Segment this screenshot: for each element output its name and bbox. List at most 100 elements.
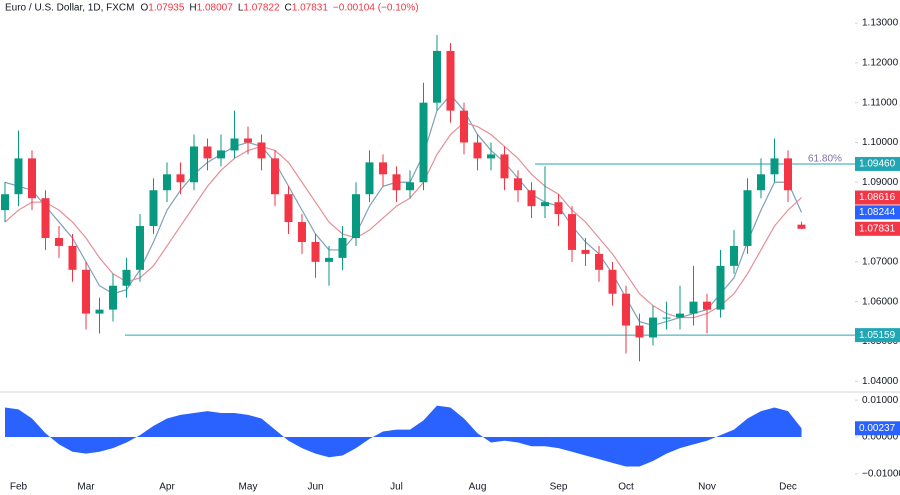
candle-body bbox=[581, 249, 590, 254]
y-tick-label: 1.11000 bbox=[862, 97, 898, 108]
x-tick-label: Jun bbox=[307, 482, 323, 493]
candle-body bbox=[109, 285, 117, 310]
candle-body bbox=[703, 301, 711, 310]
ohlc-prefix: C bbox=[285, 3, 292, 14]
x-tick-label: Jul bbox=[390, 482, 403, 493]
candle-body bbox=[689, 301, 698, 314]
symbol-title: Euro / U.S. Dollar, 1D, FXCM bbox=[5, 3, 134, 14]
price-tag-label: 1.05159 bbox=[859, 330, 896, 341]
y-tick-label: 1.09000 bbox=[862, 177, 899, 188]
osc-tick-label: 0.00000 bbox=[862, 432, 899, 443]
ohlc-value: 1.07935 bbox=[148, 3, 185, 14]
candle-body bbox=[203, 146, 212, 159]
candle-body bbox=[743, 190, 752, 246]
price-tag-label: 1.08244 bbox=[859, 207, 896, 218]
candle-body bbox=[14, 158, 23, 195]
osc-tick-label: −0.01000 bbox=[862, 469, 900, 480]
price-tag bbox=[855, 190, 900, 205]
candle-body bbox=[257, 142, 266, 159]
candle-body bbox=[568, 214, 576, 250]
header: Euro / U.S. Dollar, 1D, FXCM O 1.07935 H 1.… bbox=[5, 3, 419, 14]
price-tag-label: 1.08616 bbox=[859, 192, 896, 203]
candle-body bbox=[325, 257, 333, 262]
x-tick-label: Apr bbox=[159, 482, 175, 493]
candle-body bbox=[554, 202, 563, 215]
x-tick-label: Dec bbox=[779, 482, 797, 493]
x-tick-label: Nov bbox=[698, 482, 716, 493]
candle-body bbox=[635, 325, 644, 338]
price-tag bbox=[855, 156, 900, 171]
candle-body bbox=[271, 158, 279, 195]
candle-body bbox=[55, 237, 63, 246]
candle-body bbox=[622, 293, 630, 326]
candle-body bbox=[311, 241, 320, 262]
candle-body bbox=[284, 194, 293, 223]
candle-body bbox=[28, 158, 36, 199]
candle-body bbox=[352, 194, 360, 238]
candle-body bbox=[379, 162, 387, 175]
x-tick-label: Sep bbox=[550, 482, 568, 493]
x-tick-label: Mar bbox=[77, 482, 95, 493]
candle-body bbox=[230, 138, 239, 151]
candle-body bbox=[176, 174, 185, 183]
candle-body bbox=[770, 158, 779, 175]
candle-body bbox=[541, 202, 549, 207]
candle-body bbox=[365, 162, 374, 195]
ohlc-prefix: O bbox=[140, 3, 148, 14]
osc-tick-label: 0.01000 bbox=[862, 395, 899, 406]
candle-body bbox=[527, 190, 536, 207]
ohlc-value: 1.07822 bbox=[243, 3, 280, 14]
candle-body bbox=[608, 269, 617, 294]
y-tick-label: 1.10000 bbox=[862, 137, 899, 148]
candle-body bbox=[244, 138, 252, 143]
oscillator-area bbox=[5, 405, 802, 467]
candle-body bbox=[41, 198, 50, 238]
candle-body bbox=[649, 317, 657, 338]
candle-body bbox=[487, 154, 495, 159]
ohlc-value: 1.08007 bbox=[197, 3, 234, 14]
candle-body bbox=[392, 174, 401, 191]
ohlc-prefix: H bbox=[189, 3, 196, 14]
y-tick-label: 1.06000 bbox=[862, 296, 899, 307]
candle-body bbox=[716, 265, 725, 310]
moving-average bbox=[4, 121, 802, 319]
y-tick-label: 1.13000 bbox=[862, 18, 899, 29]
candle-body bbox=[662, 317, 671, 319]
candle-body bbox=[68, 245, 77, 270]
price-tag bbox=[855, 421, 900, 436]
candle-body bbox=[298, 222, 306, 242]
candle-body bbox=[82, 269, 90, 314]
candle-body bbox=[784, 158, 792, 191]
price-tag-label: 1.07831 bbox=[859, 223, 896, 234]
x-tick-label: Feb bbox=[10, 482, 28, 493]
x-tick-label: May bbox=[239, 482, 258, 493]
candle-body bbox=[149, 190, 158, 227]
candle-body bbox=[757, 174, 765, 191]
price-tag-label: 1.09460 bbox=[859, 159, 896, 170]
y-tick-label: 1.12000 bbox=[862, 58, 899, 69]
candle-body bbox=[136, 226, 144, 270]
candle-body bbox=[419, 102, 428, 183]
candle-body bbox=[338, 237, 347, 258]
candle-body bbox=[433, 50, 441, 103]
x-tick-label: Oct bbox=[618, 482, 634, 493]
candle-body bbox=[460, 110, 468, 143]
price-tag bbox=[855, 328, 900, 343]
ohlc-value: 1.07831 bbox=[292, 3, 329, 14]
price-tag bbox=[855, 221, 900, 236]
y-tick-label: 1.07000 bbox=[862, 257, 899, 268]
candle-body bbox=[190, 146, 198, 183]
level-text: 61.80% bbox=[808, 154, 842, 165]
candle-body bbox=[122, 269, 131, 286]
candle-body bbox=[163, 174, 171, 191]
candle-body bbox=[676, 313, 684, 318]
candle-body bbox=[95, 309, 104, 314]
ohlc-prefix: L bbox=[238, 3, 244, 14]
price-tag bbox=[855, 205, 900, 220]
candle-body bbox=[500, 154, 509, 179]
candle-body bbox=[514, 178, 522, 191]
candle-body bbox=[446, 50, 455, 111]
moving-average bbox=[4, 93, 803, 327]
candle-body bbox=[595, 253, 603, 270]
